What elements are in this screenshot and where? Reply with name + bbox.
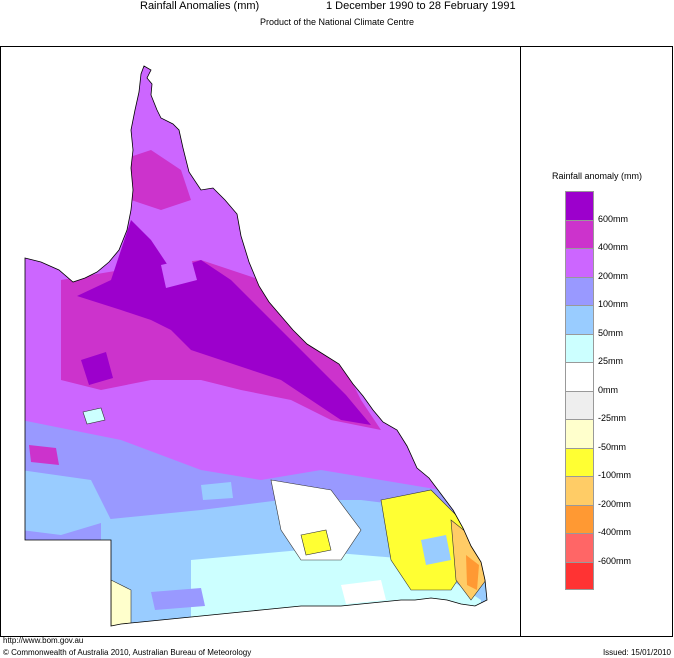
legend-swatch (565, 504, 594, 533)
legend-swatch (565, 561, 594, 590)
map-frame (0, 46, 673, 637)
legend-swatch (565, 305, 594, 334)
legend-label: -100mm (598, 470, 632, 480)
legend-swatch (565, 390, 594, 419)
subtitle: Product of the National Climate Centre (259, 17, 415, 27)
legend-swatch (565, 248, 594, 277)
legend-swatch (565, 447, 594, 476)
map-title: Rainfall Anomalies (mm) 1 December 1990 … (0, 0, 674, 14)
legend-label: 50mm (598, 327, 624, 338)
legend-label: -50mm (598, 441, 627, 452)
legend-label: 600mm (598, 213, 629, 224)
legend-label: -400mm (598, 527, 632, 537)
copyright: © Commonwealth of Australia 2010, Austra… (3, 648, 252, 657)
legend-divider (520, 46, 521, 637)
legend-label: 400mm (598, 242, 629, 252)
legend-label: -200mm (598, 498, 632, 509)
legend-label: 200mm (598, 270, 629, 281)
source-url[interactable]: http://www.bom.gov.au (3, 636, 84, 645)
legend-swatch (565, 533, 594, 562)
legend-label: 100mm (598, 299, 629, 309)
title-text: Rainfall Anomalies (mm) (140, 0, 260, 12)
queensland-map (24, 65, 488, 627)
issued-date: Issued: 15/01/2010 (602, 648, 671, 657)
legend-swatch (565, 333, 594, 362)
legend-swatch (565, 476, 594, 505)
title-period: 1 December 1990 to 28 February 1991 (326, 0, 516, 12)
legend-label: 25mm (598, 356, 624, 366)
legend-swatch (565, 419, 594, 448)
legend-label: -25mm (598, 413, 627, 423)
legend-swatch (565, 362, 594, 391)
legend-title: Rainfall anomaly (mm) (551, 171, 643, 181)
legend-swatch (565, 276, 594, 305)
legend-label: 0mm (598, 384, 618, 395)
legend-label: -600mm (598, 555, 632, 566)
legend-swatch (565, 219, 594, 248)
legend-swatches (565, 191, 594, 590)
legend-swatch (565, 191, 594, 220)
